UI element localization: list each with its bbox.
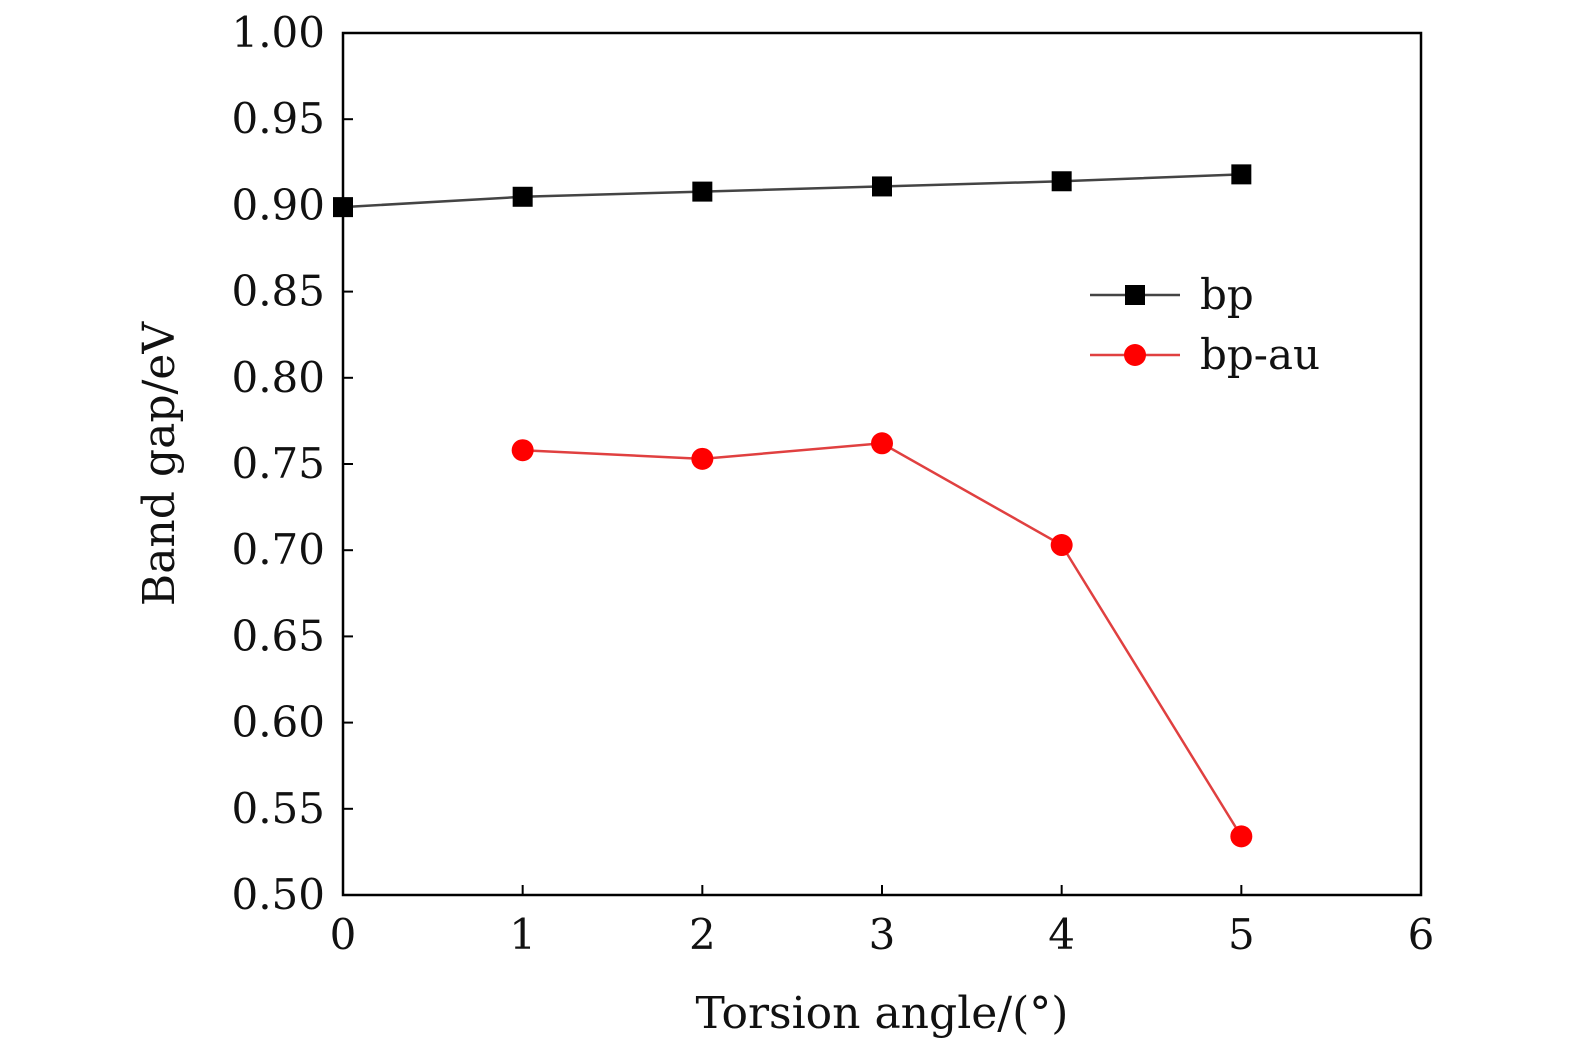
x-axis-title: Torsion angle/(°) xyxy=(696,988,1069,1039)
series-line-bp xyxy=(342,173,1242,209)
data-point-bp xyxy=(692,181,713,202)
legend-label-bp: bp xyxy=(1200,270,1254,319)
data-point-bp-au xyxy=(1230,825,1253,848)
series-line-bp-au xyxy=(522,442,1243,838)
legend: bp bp-au xyxy=(1090,270,1320,379)
series-layer xyxy=(333,164,1253,848)
y-tick-label: 0.75 xyxy=(231,439,325,488)
y-tick-label: 0.90 xyxy=(231,180,325,229)
data-point-bp-au xyxy=(691,447,714,470)
y-tick-label: 0.65 xyxy=(231,611,325,660)
legend-marker-bp-au xyxy=(1124,344,1146,366)
plot-frame xyxy=(341,31,1423,897)
y-tick-label: 0.50 xyxy=(231,870,325,919)
data-point-bp xyxy=(512,186,533,207)
y-tick-label: 0.85 xyxy=(231,267,325,316)
y-tick-label: 0.55 xyxy=(231,784,325,833)
data-point-bp xyxy=(1051,171,1072,192)
x-tick-label: 3 xyxy=(869,910,896,959)
x-tick-label: 5 xyxy=(1228,910,1255,959)
data-point-bp xyxy=(1231,164,1252,185)
legend-marker-bp xyxy=(1125,285,1145,305)
x-tick-label: 2 xyxy=(689,910,716,959)
data-point-bp xyxy=(872,176,892,197)
y-tick-label: 0.80 xyxy=(231,353,325,402)
data-point-bp-au xyxy=(511,439,534,462)
x-tick-label: 4 xyxy=(1048,910,1075,959)
y-tick-label: 0.95 xyxy=(231,94,325,143)
data-point-bp-au xyxy=(1050,534,1073,557)
x-tick-label: 6 xyxy=(1408,910,1435,959)
y-tick-label: 1.00 xyxy=(231,8,325,57)
y-tick-label: 0.60 xyxy=(231,698,325,747)
y-axis-title: Band gap/eV xyxy=(134,321,185,606)
x-tick-label: 0 xyxy=(330,910,357,959)
ticks-layer: 0 1 2 3 4 5 6 0.50 0.55 0.60 0.65 0.70 0.75 0.80 0.85 0… xyxy=(231,8,1434,959)
data-point-bp-au xyxy=(871,432,893,455)
y-tick-label: 0.70 xyxy=(231,525,325,574)
x-tick-label: 1 xyxy=(509,910,536,959)
legend-label-bp-au: bp-au xyxy=(1200,330,1320,379)
